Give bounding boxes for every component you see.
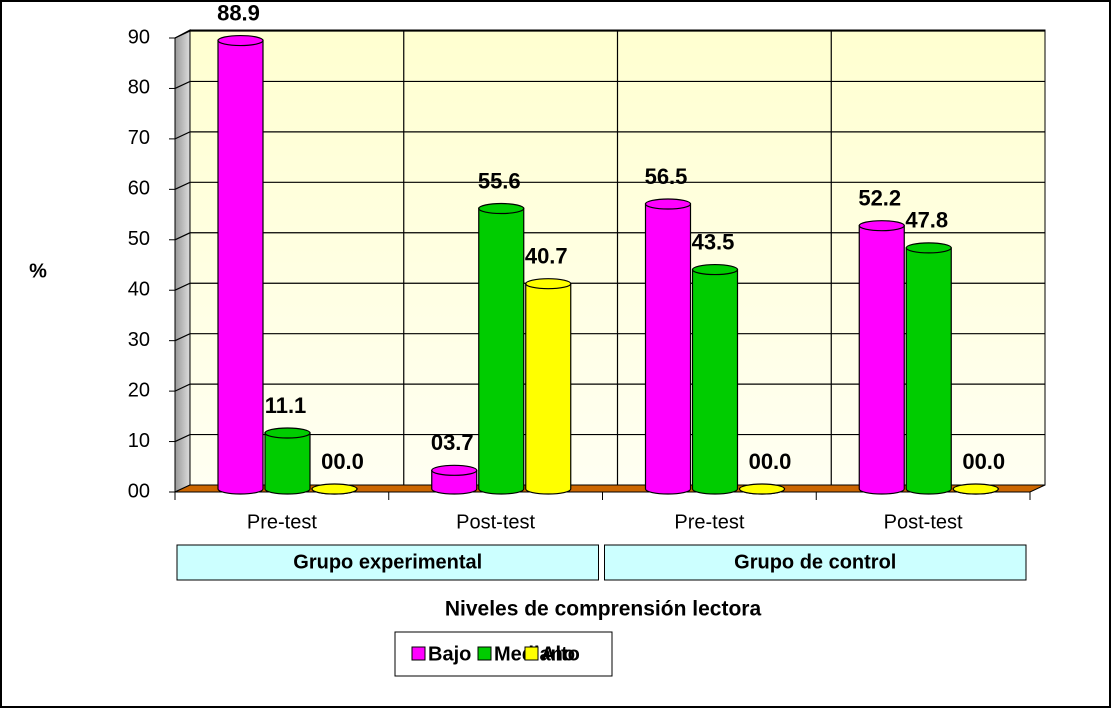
grid-line [174,383,1045,392]
value-label: 00.0 [321,449,364,474]
grid-line [174,30,1045,39]
value-label: 55.6 [478,168,521,193]
value-label: 03.7 [431,430,474,455]
y-tick-label: 70 [128,127,150,149]
bar [858,225,905,495]
y-axis-label: % [29,260,47,282]
y-tick-label: 60 [128,178,150,200]
group-box [176,544,599,581]
bar-top [264,427,311,439]
group-box [604,544,1027,581]
bar [431,469,478,495]
value-label: 00.0 [962,449,1005,474]
grid-line [174,131,1045,140]
value-label: 00.0 [749,449,792,474]
y-tick-label: 50 [128,228,150,250]
group-label: Grupo de control [734,551,896,573]
bar-top [525,278,572,290]
bar [691,268,739,495]
value-label: 11.1 [265,393,307,418]
value-label: 40.7 [525,244,568,269]
value-label: 88.9 [217,0,260,25]
grid-line [174,433,1045,443]
bar [644,203,692,495]
y-tick-label: 80 [128,77,150,99]
side-wall [174,29,191,493]
bar [905,247,952,495]
y-tick-label: 00 [128,480,150,502]
bar [217,39,264,495]
grid-line [174,181,1045,190]
grid-line [174,232,1045,241]
group-label: Grupo experimental [293,551,482,573]
bar-top [858,220,905,232]
grid-line [174,80,1045,89]
x-axis-label: Niveles de comprensión lectora [445,598,762,621]
value-label: 56.5 [645,164,688,189]
legend-box [394,631,613,677]
bar-top [478,202,525,215]
bar [525,283,572,495]
x-tick-label: Pre-test [247,511,317,533]
x-tick-label: Post-test [884,511,963,533]
grid-line [174,282,1045,291]
y-tick-label: 10 [128,430,150,452]
legend-swatch [524,646,539,661]
x-tick-label: Post-test [456,511,535,533]
value-label: 52.2 [858,185,901,210]
y-tick-label: 90 [128,26,150,48]
bar-top [952,483,999,495]
value-label: 43.5 [692,229,735,254]
bar-top [905,242,952,254]
bar-top [738,483,786,495]
bar [478,207,525,495]
value-label: 47.8 [905,208,948,233]
x-tick-label: Pre-test [674,511,744,533]
bar-top [311,483,358,495]
bar-top [217,34,264,47]
legend-swatch [477,646,492,661]
bar [264,432,311,495]
y-tick-label: 20 [128,379,150,401]
legend-label: Alto [541,643,580,665]
y-tick-label: 30 [128,329,150,351]
grid-line [174,333,1045,342]
y-tick-label: 40 [128,279,150,301]
bar-top [644,198,692,210]
bar-top [691,263,739,276]
legend-label: Bajo [428,643,471,665]
bar-top [431,464,478,476]
legend-swatch [411,646,426,661]
